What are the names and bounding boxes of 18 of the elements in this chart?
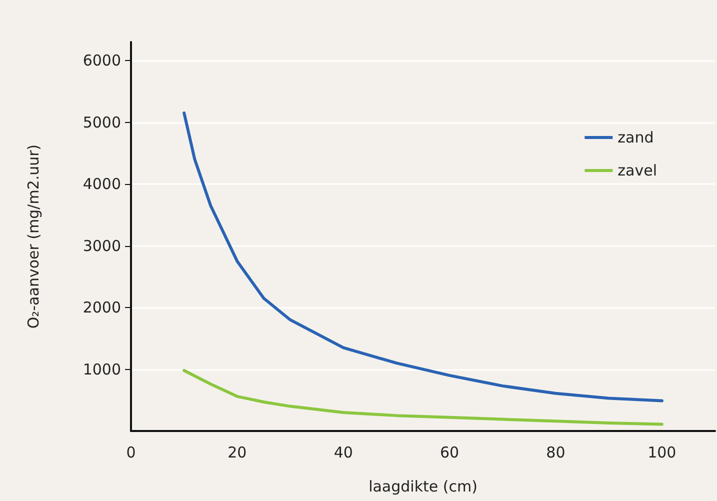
legend-label: zavel — [618, 162, 658, 180]
y-tick-label: 1000 — [82, 360, 121, 378]
line-series — [182, 368, 664, 426]
x-tick-label: 80 — [546, 444, 566, 462]
y-tick-label: 4000 — [82, 175, 121, 194]
x-tick-label: 40 — [334, 444, 353, 462]
y-axis-title: O₂-aanvoer (mg/m2.uur) — [24, 144, 42, 329]
x-tick-label: 0 — [126, 444, 136, 462]
x-tick-label: 100 — [648, 444, 676, 462]
x-tick-label: 60 — [440, 444, 460, 462]
x-axis-title: laagdikte (cm) — [368, 478, 478, 496]
y-tick-label: 5000 — [82, 113, 121, 132]
y-tick-label: 3000 — [82, 236, 121, 255]
y-tick-label: 6000 — [82, 52, 121, 70]
line-series — [182, 112, 664, 402]
y-tick-label: 2000 — [82, 298, 121, 317]
legend-label: zand — [618, 128, 654, 146]
x-tick-label: 20 — [228, 444, 247, 462]
